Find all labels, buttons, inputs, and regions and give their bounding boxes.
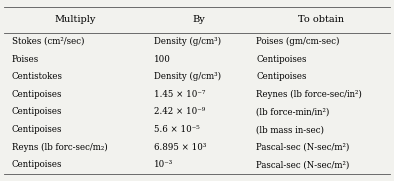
Text: Pascal-sec (N-sec/m²): Pascal-sec (N-sec/m²): [256, 143, 349, 152]
Text: Poises: Poises: [12, 54, 39, 64]
Text: By: By: [193, 15, 205, 24]
Text: To obtain: To obtain: [298, 15, 344, 24]
Text: 6.895 × 10³: 6.895 × 10³: [154, 143, 206, 152]
Text: Density (g/cm³): Density (g/cm³): [154, 37, 221, 46]
Text: 5.6 × 10⁻⁵: 5.6 × 10⁻⁵: [154, 125, 199, 134]
Text: Centipoises: Centipoises: [12, 125, 62, 134]
Text: Reynes (lb force-sec/in²): Reynes (lb force-sec/in²): [256, 90, 362, 99]
Text: 10⁻³: 10⁻³: [154, 160, 173, 169]
Text: Centipoises: Centipoises: [12, 90, 62, 99]
Text: Centipoises: Centipoises: [12, 108, 62, 117]
Text: (lb mass in-sec): (lb mass in-sec): [256, 125, 324, 134]
Text: 2.42 × 10⁻⁹: 2.42 × 10⁻⁹: [154, 108, 205, 117]
Text: 100: 100: [154, 54, 171, 64]
Text: Centipoises: Centipoises: [256, 54, 307, 64]
Text: Centistokes: Centistokes: [12, 72, 63, 81]
Text: Multiply: Multiply: [54, 15, 96, 24]
Text: Pascal-sec (N-sec/m²): Pascal-sec (N-sec/m²): [256, 160, 349, 169]
Text: Density (g/cm³): Density (g/cm³): [154, 72, 221, 81]
Text: Poises (gm/cm-sec): Poises (gm/cm-sec): [256, 37, 340, 46]
Text: Centipoises: Centipoises: [256, 72, 307, 81]
Text: (lb force-min/in²): (lb force-min/in²): [256, 108, 329, 117]
Text: Centipoises: Centipoises: [12, 160, 62, 169]
Text: 1.45 × 10⁻⁷: 1.45 × 10⁻⁷: [154, 90, 205, 99]
Text: Reyns (lb forc-sec/m₂): Reyns (lb forc-sec/m₂): [12, 143, 108, 152]
Text: Stokes (cm²/sec): Stokes (cm²/sec): [12, 37, 84, 46]
